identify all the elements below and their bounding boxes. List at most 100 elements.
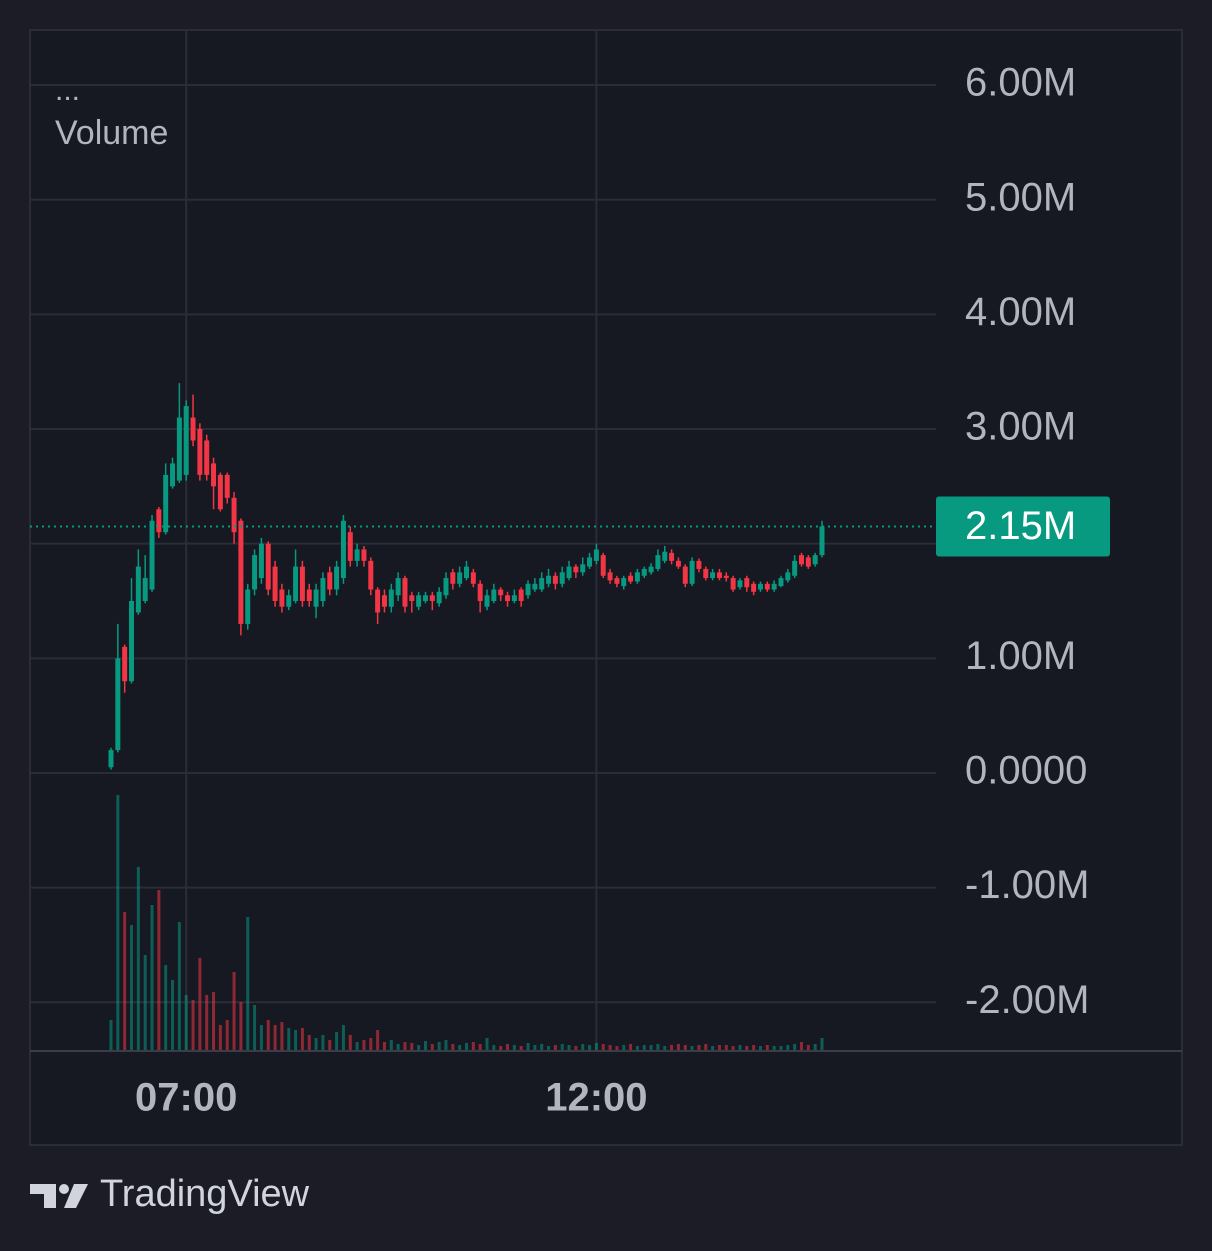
volume-bar [423, 1041, 427, 1050]
candle-body [628, 575, 634, 582]
volume-bar [253, 1005, 257, 1050]
candle-body [388, 589, 394, 607]
volume-bar [676, 1044, 680, 1050]
candle-body [149, 520, 155, 590]
volume-bar [389, 1040, 393, 1050]
candle-body [566, 566, 572, 579]
candle-body [197, 429, 203, 475]
legend-menu[interactable]: ... [55, 74, 80, 107]
last-price-box [936, 496, 1110, 557]
volume-bar [335, 1032, 339, 1050]
candle-body [293, 566, 299, 601]
volume-bar [786, 1045, 790, 1050]
volume-bar [635, 1046, 639, 1050]
candle-body [559, 572, 565, 584]
candle-body [245, 589, 251, 624]
candle-body [484, 595, 490, 607]
candle-body [115, 658, 121, 751]
volume-bar [492, 1045, 496, 1050]
volume-bar [451, 1044, 455, 1050]
volume-bar [321, 1035, 325, 1050]
candle-body [505, 595, 511, 601]
volume-bar [540, 1044, 544, 1050]
volume-bar [287, 1028, 291, 1050]
candle-body [477, 583, 483, 601]
volume-bar [212, 992, 216, 1050]
volume-bar [171, 980, 175, 1050]
candle-body [710, 572, 716, 579]
candle-body [491, 589, 497, 601]
x-tick-label: 07:00 [135, 1076, 237, 1120]
candle-body [429, 595, 435, 601]
volume-bar [663, 1046, 667, 1050]
candle-body [272, 566, 278, 601]
candle-body [778, 578, 784, 587]
candle-body [580, 564, 586, 573]
volume-bar [670, 1045, 674, 1050]
candle-body [231, 497, 237, 533]
volume-bar [512, 1045, 516, 1050]
volume-bar [772, 1046, 776, 1050]
candle-body [552, 575, 558, 584]
candle-body [511, 595, 517, 601]
candle-body [183, 406, 189, 475]
volume-bar [157, 890, 161, 1050]
candle-body [518, 589, 524, 601]
volume-bar [430, 1044, 434, 1050]
volume-bar [758, 1046, 762, 1050]
volume-bar [225, 1020, 229, 1050]
volume-bar [198, 958, 202, 1050]
candle-body [723, 575, 729, 579]
volume-bar [130, 925, 134, 1050]
volume-bar [642, 1045, 646, 1050]
candle-body [443, 578, 449, 596]
candle-body [368, 560, 374, 590]
volume-bar [341, 1025, 345, 1050]
volume-bar [280, 1022, 284, 1050]
volume-bar [164, 965, 168, 1050]
volume-bar [396, 1044, 400, 1050]
candle-body [573, 566, 579, 573]
volume-bar [738, 1045, 742, 1050]
candle-body [122, 646, 128, 682]
volume-bar [752, 1045, 756, 1050]
volume-bar [348, 1035, 352, 1050]
y-tick-label: -2.00M [965, 978, 1090, 1022]
volume-bar [519, 1046, 523, 1050]
volume-bar [417, 1045, 421, 1050]
candle-body [354, 549, 360, 561]
candle-body [532, 583, 538, 590]
volume-bar [765, 1045, 769, 1050]
volume-bar [649, 1045, 653, 1050]
volume-bar [793, 1044, 797, 1050]
candle-body [170, 463, 176, 487]
last-price-label: 2.15M [965, 504, 1076, 548]
volume-pane [109, 795, 824, 1050]
brand: TradingView [100, 1173, 310, 1215]
candle-body [785, 572, 791, 581]
volume-bar [533, 1045, 537, 1050]
volume-bar [328, 1040, 332, 1050]
candle-body [238, 520, 244, 624]
candle-body [703, 568, 709, 579]
candle-body [450, 572, 456, 584]
candle-body [641, 568, 647, 576]
volume-bar [471, 1042, 475, 1050]
y-tick-label: 1.00M [965, 634, 1076, 678]
volume-bar [177, 922, 181, 1050]
volume-bar [123, 912, 127, 1050]
candle-body [381, 595, 387, 607]
candle-body [464, 566, 469, 579]
candle-body [135, 566, 141, 613]
volume-bar [813, 1044, 817, 1050]
candle-body [320, 578, 326, 601]
volume-bar [711, 1046, 715, 1050]
volume-bar [478, 1044, 482, 1050]
volume-bar [116, 795, 120, 1050]
volume-bar [615, 1046, 619, 1050]
volume-bar [547, 1046, 551, 1050]
volume-bar [731, 1046, 735, 1050]
candle-body [457, 572, 463, 584]
volume-bar [246, 917, 250, 1050]
volume-bar [403, 1042, 407, 1050]
